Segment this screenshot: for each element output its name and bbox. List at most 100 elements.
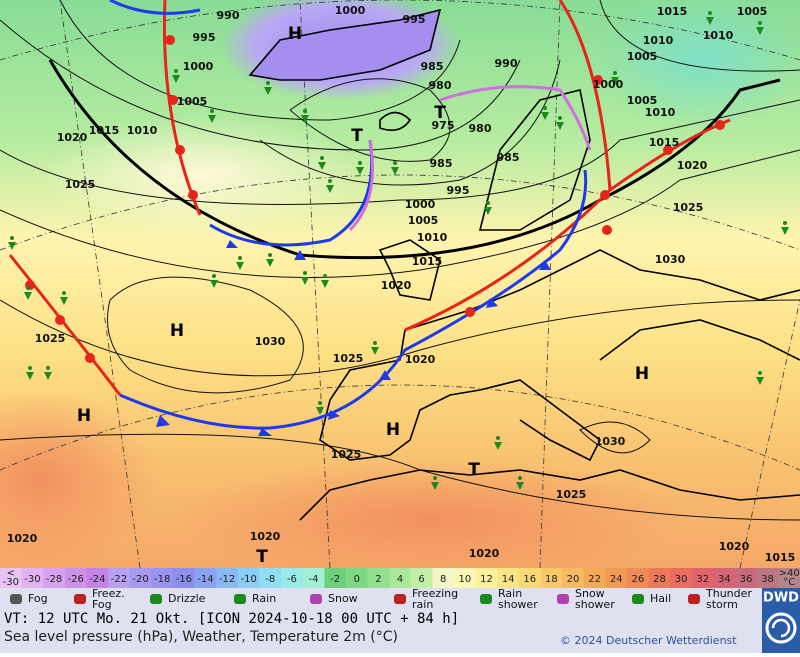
scale-cell xyxy=(324,568,347,588)
weather-symbol xyxy=(321,280,329,288)
weather-symbol xyxy=(541,112,549,120)
legend-label: Freezing xyxy=(412,587,458,600)
legend-icon xyxy=(74,594,86,604)
weather-symbol xyxy=(44,372,52,380)
scale-cell xyxy=(756,568,779,588)
weather-symbol xyxy=(484,207,492,215)
scale-cell xyxy=(108,568,131,588)
isobar-label: 995 xyxy=(403,13,426,26)
weather-symbol xyxy=(431,482,439,490)
pressure-system: T xyxy=(468,460,480,480)
weather-symbol xyxy=(174,69,178,73)
isobar-label: 1010 xyxy=(645,106,676,119)
scale-cell xyxy=(129,568,152,588)
weather-symbol xyxy=(26,286,30,290)
isobar-label: 1025 xyxy=(35,332,66,345)
scale-cell xyxy=(518,568,542,588)
scale-label: 4 xyxy=(397,574,403,585)
weather-symbol xyxy=(756,27,764,35)
legend-label: Freez. xyxy=(92,587,125,600)
isobar-label: 1025 xyxy=(673,201,704,214)
legend-label: storm xyxy=(706,598,738,611)
legend-label: shower xyxy=(498,598,538,611)
weather-symbol xyxy=(301,277,309,285)
legend-label: rain xyxy=(412,598,433,611)
legend-icon xyxy=(557,594,569,604)
scale-cell xyxy=(281,568,304,588)
legend-label: Drizzle xyxy=(168,592,206,605)
pressure-system: H xyxy=(77,406,91,426)
scale-label: °C xyxy=(783,577,795,588)
scale-label: -4 xyxy=(309,574,319,585)
legend-icon xyxy=(234,594,246,604)
scale-label: -10 xyxy=(240,574,256,585)
isobar-label: 1005 xyxy=(177,95,208,108)
scale-label: 20 xyxy=(567,574,580,585)
legend-label: Thunder xyxy=(705,587,752,600)
scale-cell xyxy=(778,568,800,588)
weather-symbol xyxy=(486,201,490,205)
pressure-system: T xyxy=(351,126,363,146)
isobar-label: 1025 xyxy=(333,352,364,365)
weather-symbol xyxy=(783,221,787,225)
isobar-label: 1015 xyxy=(657,5,688,18)
isobar-label: 1015 xyxy=(89,124,120,137)
legend-label: Hail xyxy=(650,592,671,605)
scale-cell xyxy=(43,568,66,588)
scale-label: -24 xyxy=(89,574,105,585)
weather-symbol xyxy=(62,291,66,295)
weather-symbol xyxy=(543,106,547,110)
scale-label: 34 xyxy=(718,574,731,585)
legend-label: shower xyxy=(575,598,615,611)
isobar-label: 980 xyxy=(469,122,492,135)
weather-symbol xyxy=(393,161,397,165)
weather-symbol xyxy=(613,71,617,75)
weather-symbol xyxy=(60,297,68,305)
weather-symbol xyxy=(266,259,274,267)
isobar-label: 985 xyxy=(430,157,453,170)
legend-icon xyxy=(310,594,322,604)
isobar-label: 1005 xyxy=(627,50,658,63)
scale-label: 22 xyxy=(588,574,601,585)
scale-cell xyxy=(237,568,260,588)
weather-symbol xyxy=(8,242,16,250)
weather-symbol xyxy=(706,17,714,25)
isobar-label: 1010 xyxy=(417,231,448,244)
isobar-label: 1030 xyxy=(595,435,626,448)
pressure-system: H xyxy=(288,24,302,44)
weather-symbol xyxy=(208,115,216,123)
scale-cell xyxy=(540,568,563,588)
weather-symbol xyxy=(556,122,564,130)
isobar-label: 1010 xyxy=(643,34,674,47)
weather-symbol xyxy=(24,292,32,300)
scale-cell xyxy=(367,568,390,588)
scale-cell xyxy=(713,568,736,588)
isobar-label: 1010 xyxy=(127,124,158,137)
isobar-label: 1025 xyxy=(331,448,362,461)
scale-cell xyxy=(497,568,520,588)
scale-label: -30 xyxy=(24,574,40,585)
description: Sea level pressure (hPa), Weather, Tempe… xyxy=(4,629,398,645)
weather-symbol xyxy=(303,271,307,275)
weather-symbol xyxy=(323,274,327,278)
weather-symbol xyxy=(356,167,364,175)
scale-label: 26 xyxy=(631,574,644,585)
scale-label: -22 xyxy=(111,574,127,585)
scale-cell xyxy=(172,568,196,588)
scale-cell xyxy=(691,568,715,588)
isobar-label: 1020 xyxy=(57,131,88,144)
pressure-system: H xyxy=(386,420,400,440)
legend-label: Rain xyxy=(252,592,276,605)
scale-cell xyxy=(583,568,606,588)
isobar-label: 990 xyxy=(217,9,240,22)
pressure-system: T xyxy=(434,103,446,123)
weather-symbol xyxy=(758,21,762,25)
scale-cell xyxy=(194,568,217,588)
legend-label: Fog xyxy=(92,598,112,611)
copyright: © 2024 Deutscher Wetterdienst xyxy=(560,634,737,647)
weather-symbol xyxy=(708,11,712,15)
weather-symbol xyxy=(433,476,437,480)
legend-label: Snow xyxy=(575,587,605,600)
scale-label: 16 xyxy=(523,574,536,585)
